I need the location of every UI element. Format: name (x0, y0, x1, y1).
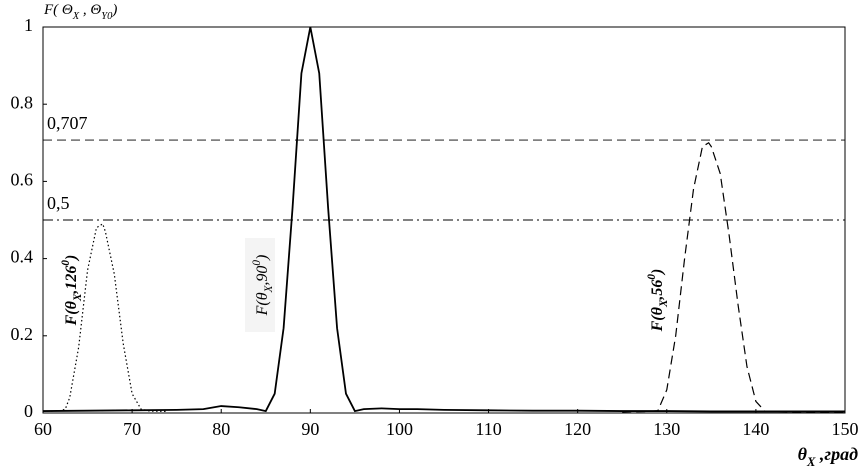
label-part: 0 (60, 260, 72, 266)
x-tick-label: 100 (386, 419, 413, 439)
reference-label: 0,5 (47, 193, 70, 213)
label-box (245, 238, 275, 332)
series-line (622, 141, 845, 413)
label-part: F( Θ (43, 2, 73, 18)
y-tick-label: 0.4 (11, 247, 34, 267)
label-part: 0 (646, 274, 658, 280)
label-part: X (658, 299, 670, 308)
y-tick-label: 0 (24, 401, 33, 421)
label-part: θ (798, 444, 808, 464)
label-part: F(θ (63, 300, 80, 326)
label-part: F(θ (254, 292, 271, 316)
series-label: F(θX,900) (251, 255, 275, 317)
label-part: ) (111, 2, 117, 18)
label-part: X (72, 11, 80, 22)
label-part: , Θ (79, 2, 101, 18)
label-part: ,90 (254, 266, 271, 286)
x-tick-label: 60 (34, 419, 52, 439)
y-tick-label: 1 (24, 15, 33, 35)
y-tick-label: 0.6 (11, 170, 34, 190)
label-part: ) (63, 255, 80, 262)
y-axis-label: F( ΘX , ΘY0) (43, 2, 117, 21)
series-line (43, 222, 168, 413)
x-tick-label: 90 (301, 419, 319, 439)
x-tick-label: 110 (475, 419, 501, 439)
x-tick-label: 80 (212, 419, 230, 439)
x-tick-label: 140 (742, 419, 769, 439)
series-label: F(θX,1260) (60, 255, 84, 327)
y-tick-label: 0.2 (11, 324, 34, 344)
y-tick-label: 0.8 (11, 92, 34, 112)
label-part: ) (254, 255, 271, 261)
label-part: 0 (251, 260, 263, 266)
series-line (42, 26, 845, 413)
x-tick-label: 130 (653, 419, 680, 439)
x-tick-label: 120 (564, 419, 591, 439)
label-part: X (263, 284, 275, 293)
series-label: F(θX,560) (646, 269, 670, 333)
x-tick-label: 70 (123, 419, 141, 439)
label-part: ) (649, 269, 666, 276)
x-axis-label: θX ,град (798, 444, 858, 469)
reference-label: 0,707 (47, 113, 88, 133)
x-tick-label: 150 (832, 419, 859, 439)
label-part: ,56 (649, 280, 666, 301)
label-part: X (806, 455, 816, 469)
label-part: X (72, 293, 84, 302)
label-part: ,126 (63, 266, 80, 295)
label-part: Y0 (101, 11, 113, 22)
label-part: ,град (815, 444, 858, 464)
label-part: F(θ (649, 306, 666, 332)
